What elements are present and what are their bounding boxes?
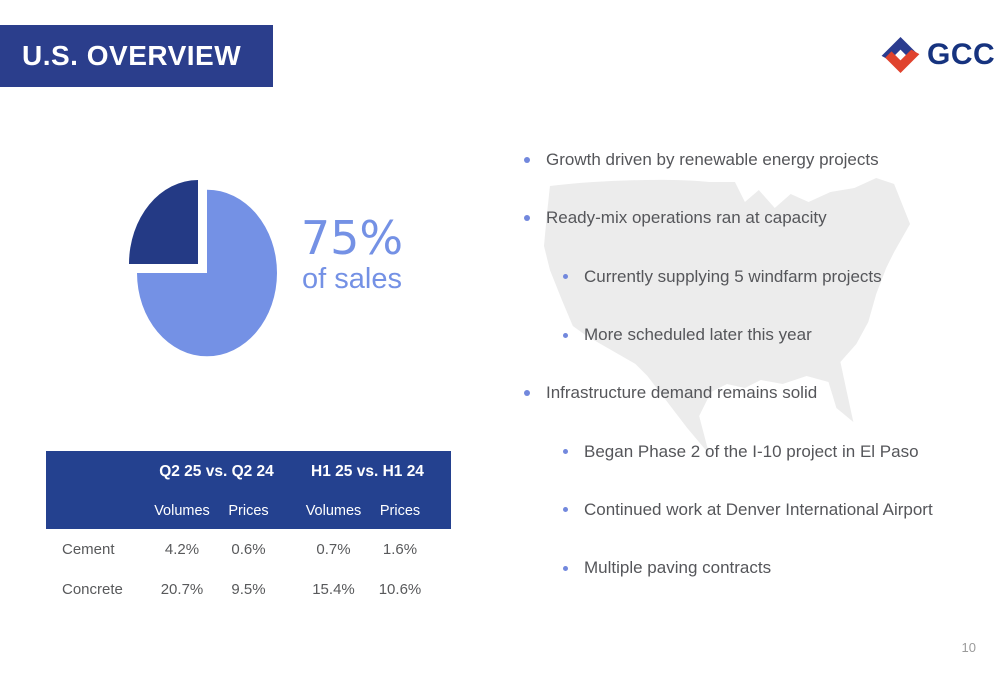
bullet-text: Began Phase 2 of the I-10 project in El … [584,441,919,461]
bullet-item: Infrastructure demand remains solid [524,364,974,422]
bullet-text: Infrastructure demand remains solid [546,383,818,403]
table-row: Cement 4.2% 0.6% 0.7% 1.6% [46,529,451,569]
page-number: 10 [961,640,976,655]
page-title: U.S. OVERVIEW [22,40,242,71]
bullet-icon [524,215,530,222]
table-subheader: Prices [379,503,421,519]
us-map-silhouette-icon [543,178,911,454]
bullet-text: More scheduled later this year [584,325,812,345]
table-subheader: Volumes [154,503,210,519]
cell-value: 10.6% [378,580,422,598]
bullet-item: Multiple paving contracts [524,539,974,597]
table-header: Q2 25 vs. Q2 24 H1 25 vs. H1 24 Volumes … [46,451,451,529]
bullet-item: Ready-mix operations ran at capacity [524,189,974,247]
cell-value: 20.7% [160,580,204,598]
bullet-icon [524,390,530,397]
pie-slice-us [137,189,277,357]
pie-value-label: 75% [300,211,404,265]
pie-slice-other [129,180,198,264]
cell-value: 4.2% [164,540,200,558]
bullet-text: Multiple paving contracts [584,558,772,578]
gcc-diamond-logo-icon [881,37,920,73]
bullet-item: Currently supplying 5 windfarm projects [524,248,974,306]
bullet-icon [563,332,568,338]
results-table: Q2 25 vs. Q2 24 H1 25 vs. H1 24 Volumes … [46,451,451,609]
cell-value: 0.7% [316,540,351,558]
row-label: Cement [62,540,115,558]
logo-wordmark: GCC [927,38,996,71]
bullet-icon [563,565,568,571]
cell-value: 9.5% [231,580,266,598]
title-banner: U.S. OVERVIEW [0,25,273,87]
bullet-icon [563,274,568,280]
table-group-header-q2: Q2 25 vs. Q2 24 [159,463,274,480]
bullet-text: Continued work at Denver International A… [584,499,933,519]
bullet-text: Currently supplying 5 windfarm projects [584,266,882,286]
bullet-item: More scheduled later this year [524,306,974,364]
table-group-header-h1: H1 25 vs. H1 24 [311,463,424,480]
bullet-item: Began Phase 2 of the I-10 project in El … [524,422,974,480]
company-logo: GCC [878,32,995,78]
bullet-icon [524,157,530,164]
cell-value: 1.6% [382,540,418,558]
pie-caption: of sales [302,263,402,295]
table-subheader: Prices [228,503,269,519]
cell-value: 15.4% [312,580,355,598]
row-label: Concrete [62,580,123,598]
bullet-text: Growth driven by renewable energy projec… [546,150,879,170]
table-row: Concrete 20.7% 9.5% 15.4% 10.6% [46,569,451,609]
bullet-list: Growth driven by renewable energy projec… [524,131,974,597]
bullet-item: Growth driven by renewable energy projec… [524,131,974,189]
cell-value: 0.6% [231,540,266,558]
bullet-icon [563,507,568,513]
bullet-icon [563,449,568,455]
pie-chart [129,180,277,357]
bullet-text: Ready-mix operations ran at capacity [546,208,827,228]
table-subheader: Volumes [305,503,362,519]
bullet-item: Continued work at Denver International A… [524,481,974,539]
